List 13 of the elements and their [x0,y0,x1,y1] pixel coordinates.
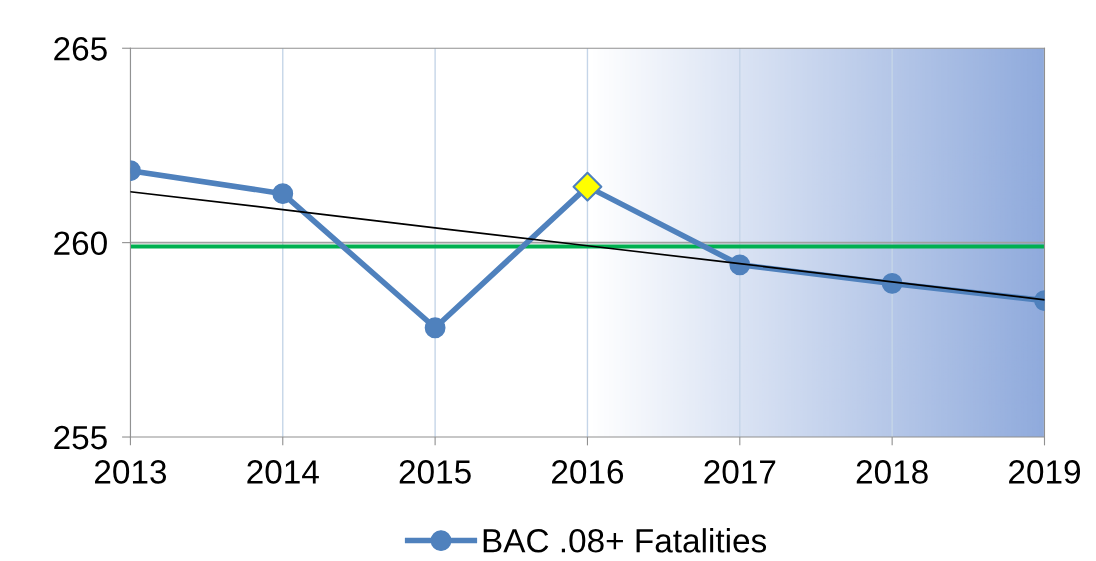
y-tick-label: 260 [54,231,107,256]
y-tick-label: 255 [54,425,107,450]
x-tick-label: 2014 [247,460,319,484]
y-tick-label: 265 [54,37,107,61]
x-tick-label: 2016 [552,460,624,484]
legend-label: BAC .08+ Fatalities [483,528,767,553]
x-tick-label: 2017 [704,460,776,484]
x-tick-label: 2019 [1009,460,1080,484]
point [424,317,446,339]
x-tick-label: 2018 [856,460,928,484]
x-tick-label: 2013 [95,460,167,484]
point [572,171,603,202]
x-tick-label: 2015 [399,460,471,484]
